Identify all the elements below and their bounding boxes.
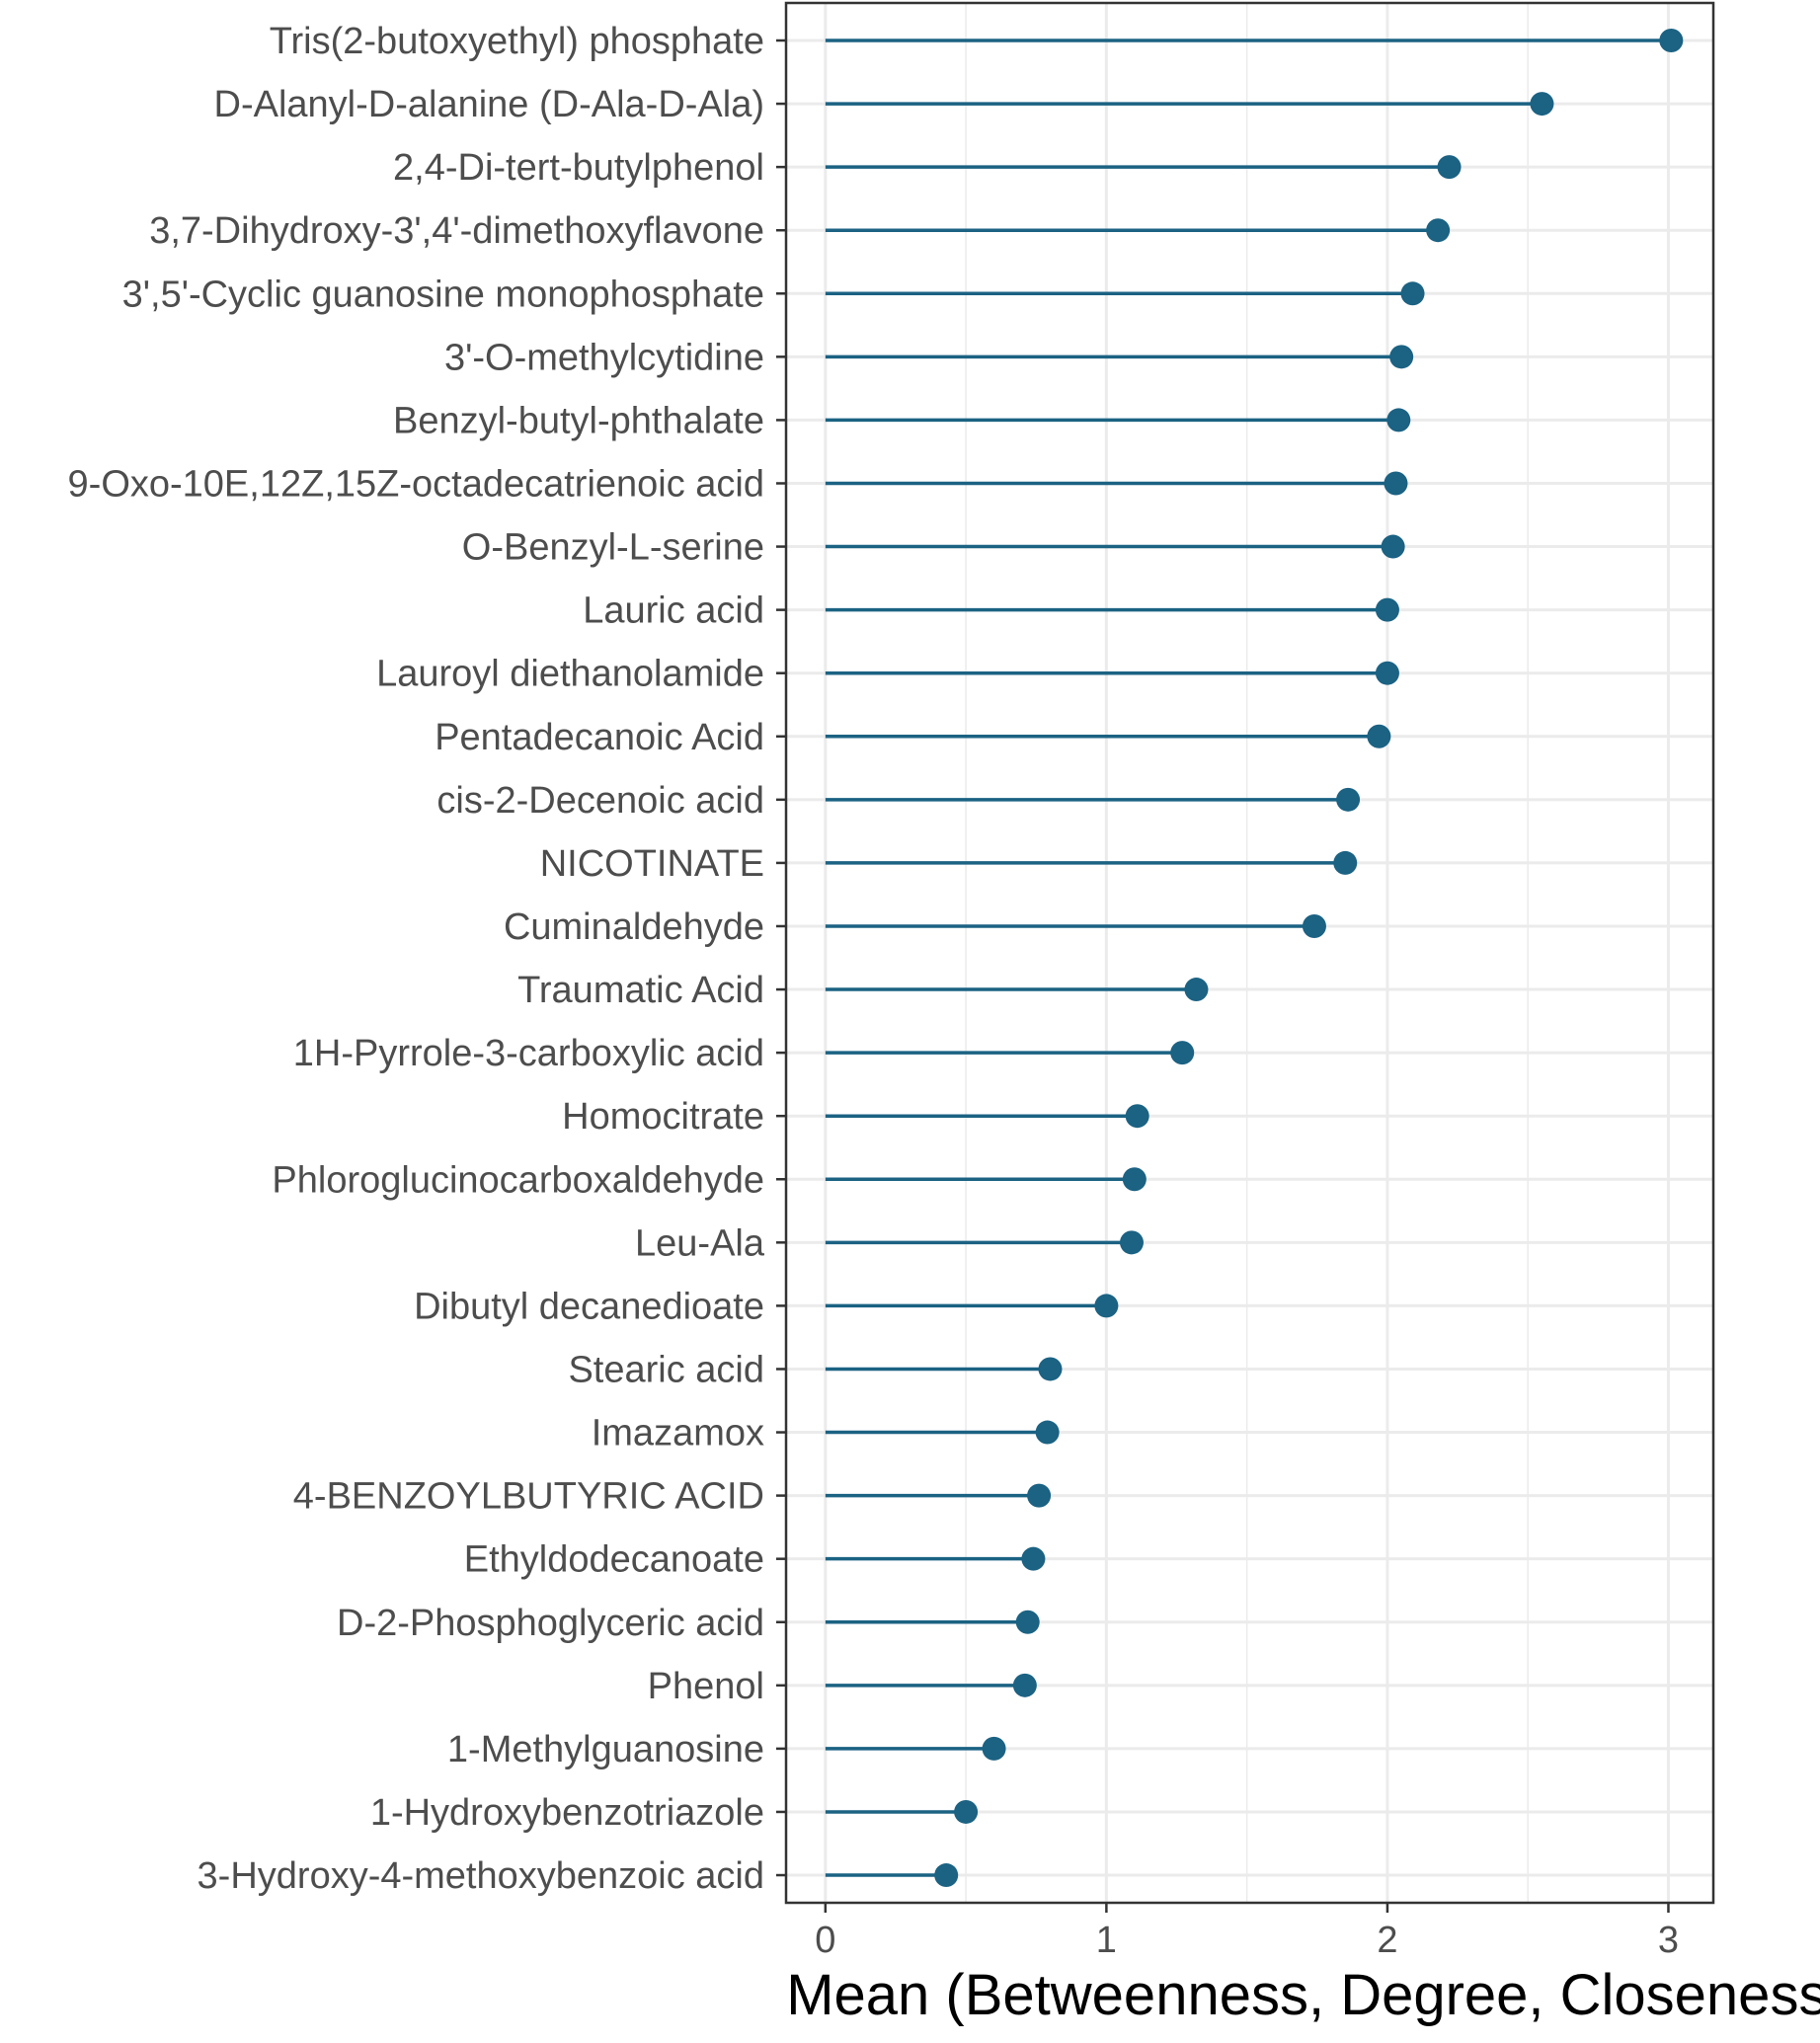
- y-tick-label: 1H-Pyrrole-3-carboxylic acid: [293, 1033, 764, 1074]
- lollipop-point: [1038, 1357, 1063, 1381]
- lollipop-point: [1021, 1546, 1046, 1571]
- point-layer: [934, 29, 1684, 1888]
- grid-layer: [786, 3, 1713, 1903]
- y-tick-label: Imazamox: [592, 1413, 764, 1454]
- y-tick-label: Stearic acid: [568, 1349, 764, 1390]
- lollipop-point: [1094, 1294, 1119, 1318]
- y-tick-label: 3,7-Dihydroxy-3',4'-dimethoxyflavone: [149, 210, 764, 252]
- y-tick-label: D-2-Phosphoglyceric acid: [337, 1603, 764, 1644]
- x-tick-label: 2: [1377, 1920, 1397, 1961]
- y-tick-label: Phloroglucinocarboxaldehyde: [272, 1159, 764, 1201]
- y-tick-label: NICOTINATE: [540, 843, 764, 885]
- x-tick-label: 1: [1096, 1920, 1117, 1961]
- lollipop-point: [1035, 1420, 1060, 1445]
- y-tick-label: Leu-Ala: [635, 1222, 765, 1264]
- lollipop-point: [1367, 724, 1391, 748]
- y-tick-label: Traumatic Acid: [517, 970, 764, 1011]
- lollipop-point: [1389, 345, 1414, 369]
- lollipop-point: [934, 1863, 959, 1888]
- y-tick-label: D-Alanyl-D-alanine (D-Ala-D-Ala): [214, 84, 764, 125]
- lollipop-point: [1384, 471, 1408, 496]
- lollipop-point: [1400, 281, 1425, 306]
- lollipop-point: [1122, 1167, 1147, 1192]
- y-tick-label: Tris(2-butoxyethyl) phosphate: [270, 21, 764, 62]
- y-tick-label: Lauric acid: [583, 590, 764, 632]
- y-tick-label: 3'-O-methylcytidine: [444, 337, 764, 378]
- y-tick-label: Lauroyl diethanolamide: [376, 654, 764, 695]
- lollipop-point: [1386, 408, 1411, 432]
- lollipop-point: [1170, 1041, 1195, 1065]
- y-tick-label: Cuminaldehyde: [504, 906, 764, 948]
- y-tick-label: Homocitrate: [562, 1096, 764, 1138]
- lollipop-point: [1375, 661, 1399, 685]
- lollipop-point: [1381, 534, 1405, 559]
- lollipop-point: [1302, 913, 1326, 938]
- x-tick-label: 0: [815, 1920, 835, 1961]
- y-tick-label: Pentadecanoic Acid: [435, 717, 764, 758]
- lollipop-point: [1333, 850, 1358, 875]
- y-tick-label: 3',5'-Cyclic guanosine monophosphate: [122, 274, 764, 315]
- lollipop-point: [954, 1799, 979, 1824]
- y-tick-label: Dibutyl decanedioate: [414, 1286, 764, 1327]
- lollipop-point: [1375, 597, 1399, 622]
- lollipop-point: [1027, 1483, 1052, 1508]
- lollipop-point: [1119, 1230, 1144, 1255]
- y-tick-label: 4-BENZOYLBUTYRIC ACID: [293, 1476, 764, 1518]
- panel-border: [784, 1, 1715, 1905]
- y-tick-label: 1-Hydroxybenzotriazole: [370, 1792, 764, 1834]
- lollipop-point: [1184, 978, 1209, 1002]
- y-tick-label: Benzyl-butyl-phthalate: [393, 400, 764, 441]
- y-tick-label: 1-Methylguanosine: [447, 1729, 764, 1770]
- lollipop-point: [982, 1736, 1006, 1761]
- lollipop-point: [1530, 92, 1554, 117]
- y-tick-label: cis-2-Decenoic acid: [436, 780, 764, 822]
- lollipop-point: [1336, 787, 1361, 812]
- y-axis: Tris(2-butoxyethyl) phosphate D-Alanyl-D-…: [68, 21, 786, 1897]
- lollipop-point: [1426, 218, 1451, 243]
- lollipop-point: [1015, 1610, 1040, 1634]
- x-axis-title: Mean (Betweenness, Degree, Closeness): [786, 1963, 1820, 2027]
- y-tick-label: 2,4-Di-tert-butylphenol: [393, 147, 764, 189]
- y-tick-label: 9-Oxo-10E,12Z,15Z-octadecatrienoic acid: [68, 463, 764, 505]
- y-tick-label: O-Benzyl-L-serine: [462, 527, 764, 569]
- y-tick-label: Phenol: [648, 1666, 764, 1707]
- stem-layer: [825, 39, 1672, 1877]
- y-tick-label: Ethyldodecanoate: [464, 1539, 764, 1581]
- lollipop-point: [1125, 1104, 1149, 1129]
- x-axis: 0 1 2 3: [815, 1903, 1679, 1961]
- x-tick-label: 3: [1658, 1920, 1679, 1961]
- lollipop-point: [1437, 155, 1462, 180]
- y-tick-label: 3-Hydroxy-4-methoxybenzoic acid: [198, 1855, 764, 1897]
- lollipop-point: [1012, 1673, 1037, 1697]
- lollipop-point: [1659, 29, 1684, 52]
